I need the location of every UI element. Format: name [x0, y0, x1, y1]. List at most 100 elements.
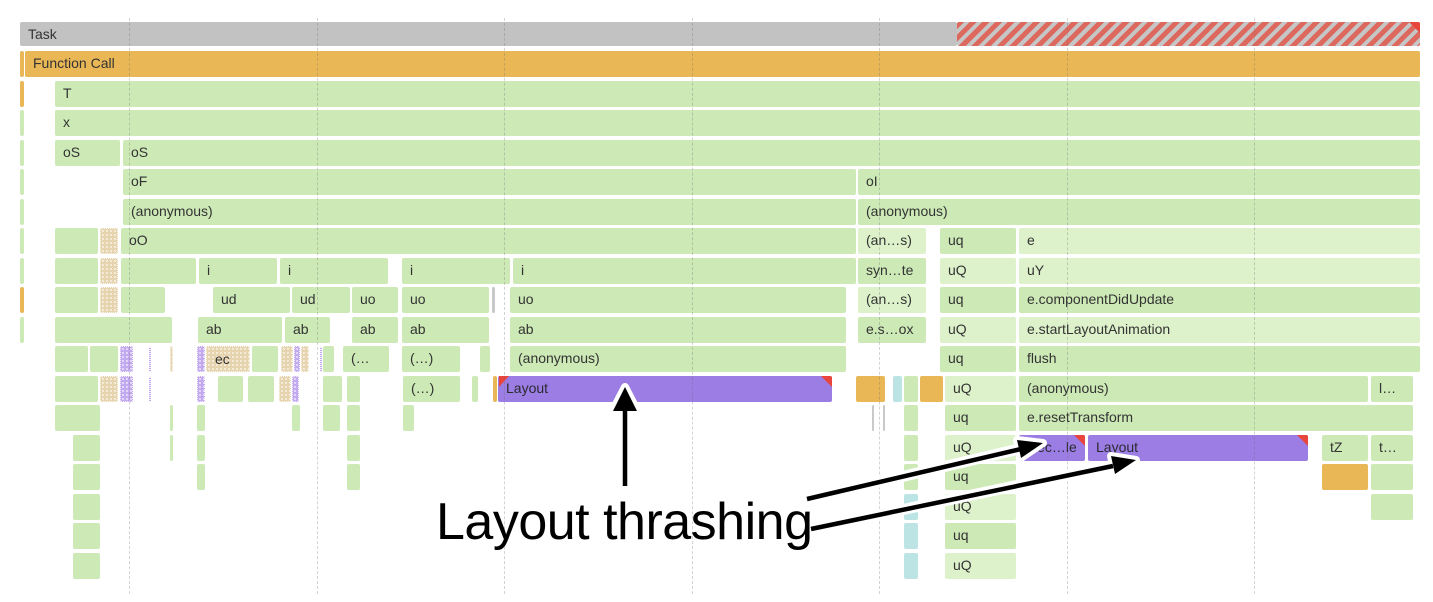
flame-bar[interactable]	[292, 376, 299, 402]
flame-bar-flush[interactable]: flush	[1019, 346, 1420, 372]
flame-bar[interactable]	[472, 376, 478, 402]
flame-bar-task[interactable]: Task	[20, 22, 957, 46]
flame-bar[interactable]	[170, 346, 173, 372]
flame-bar-oo[interactable]: oO	[121, 228, 856, 254]
flame-bar-ab[interactable]: ab	[198, 317, 282, 343]
flame-bar-function-call[interactable]: Function Call	[25, 51, 1420, 77]
flame-bar[interactable]	[100, 287, 118, 313]
flame-bar[interactable]	[55, 258, 98, 284]
flame-bar-uy[interactable]: uY	[1019, 258, 1420, 284]
flame-bar-uq[interactable]: uQ	[945, 435, 1016, 461]
flame-bar-of[interactable]: oF	[123, 169, 856, 195]
flame-bar[interactable]	[920, 376, 943, 402]
flame-bar[interactable]	[957, 22, 1420, 46]
flame-bar[interactable]	[197, 346, 205, 372]
flame-bar[interactable]	[872, 405, 874, 431]
flame-bar[interactable]	[323, 405, 340, 431]
flame-bar[interactable]	[347, 376, 360, 402]
flame-bar-i[interactable]: i	[513, 258, 856, 284]
flame-bar[interactable]	[197, 405, 205, 431]
flame-bar-syn-te[interactable]: syn…te	[858, 258, 926, 284]
flame-bar--[interactable]: (…	[343, 346, 389, 372]
flame-bar[interactable]	[197, 435, 205, 461]
flame-bar-uo[interactable]: uo	[352, 287, 398, 313]
flame-bar-uq[interactable]: uq	[945, 523, 1016, 549]
flame-bar[interactable]	[301, 346, 309, 372]
flame-bar[interactable]	[73, 435, 100, 461]
flame-bar[interactable]	[856, 376, 885, 402]
flame-bar-uq[interactable]: uQ	[940, 258, 1016, 284]
flame-bar-uq[interactable]: uQ	[945, 494, 1016, 520]
flame-bar[interactable]	[292, 405, 300, 431]
flame-bar[interactable]	[904, 376, 918, 402]
flame-bar[interactable]	[248, 376, 274, 402]
flame-bar[interactable]	[121, 287, 165, 313]
flame-bar-uq[interactable]: uQ	[945, 376, 1016, 402]
flame-bar[interactable]	[252, 346, 278, 372]
flame-bar[interactable]	[323, 346, 334, 372]
flame-bar[interactable]	[883, 405, 885, 431]
flame-bar--an-s-[interactable]: (an…s)	[858, 228, 926, 254]
flame-bar-os[interactable]: oS	[55, 140, 120, 166]
flame-bar-e-s-ox[interactable]: e.s…ox	[858, 317, 926, 343]
flame-bar[interactable]	[55, 346, 88, 372]
flame-bar-uq[interactable]: uQ	[940, 317, 1016, 343]
flame-bar[interactable]	[218, 376, 243, 402]
flame-bar-uq[interactable]: uq	[945, 464, 1016, 490]
flame-bar[interactable]	[121, 258, 196, 284]
flame-bar[interactable]	[20, 199, 24, 225]
flame-bar-e-resettransform[interactable]: e.resetTransform	[1019, 405, 1413, 431]
flame-bar[interactable]	[20, 140, 24, 166]
flame-bar-ab[interactable]: ab	[402, 317, 489, 343]
flame-bar-uq[interactable]: uq	[940, 228, 1016, 254]
flame-bar[interactable]	[904, 523, 918, 549]
flame-bar-ec[interactable]: ec	[206, 346, 250, 372]
flame-bar[interactable]	[893, 376, 902, 402]
flame-bar[interactable]	[20, 51, 24, 77]
flame-bar[interactable]	[55, 228, 98, 254]
flame-bar-layout[interactable]: Layout	[1088, 435, 1308, 461]
flame-bar[interactable]	[73, 464, 100, 490]
flame-bar[interactable]	[55, 405, 100, 431]
flame-bar[interactable]	[90, 346, 118, 372]
flame-bar-uq[interactable]: uq	[940, 287, 1016, 313]
flame-bar--anonymous-[interactable]: (anonymous)	[510, 346, 846, 372]
flame-bar--anonymous-[interactable]: (anonymous)	[858, 199, 1420, 225]
flame-bar--[interactable]: (…)	[403, 376, 460, 402]
flame-bar-i[interactable]: i	[402, 258, 510, 284]
flame-bar-ud[interactable]: ud	[213, 287, 290, 313]
flame-bar-t-[interactable]: t…	[1371, 435, 1413, 461]
flame-bar[interactable]	[55, 287, 98, 313]
flame-bar[interactable]	[73, 523, 100, 549]
flame-bar[interactable]	[73, 494, 100, 520]
flame-bar[interactable]	[170, 405, 173, 431]
flame-bar--[interactable]: (…)	[402, 346, 460, 372]
flame-bar-os[interactable]: oS	[123, 140, 1420, 166]
flame-bar[interactable]	[347, 405, 360, 431]
flame-bar[interactable]	[1371, 494, 1413, 520]
flame-bar-uo[interactable]: uo	[510, 287, 846, 313]
flame-bar[interactable]	[20, 317, 24, 343]
flame-bar[interactable]	[120, 376, 133, 402]
flame-bar--an-s-[interactable]: (an…s)	[858, 287, 926, 313]
flame-bar[interactable]	[904, 435, 918, 461]
flame-bar[interactable]	[120, 346, 133, 372]
flame-bar[interactable]	[904, 464, 918, 490]
flame-bar[interactable]	[480, 346, 490, 372]
flame-bar--anonymous-[interactable]: (anonymous)	[1019, 376, 1368, 402]
flame-bar[interactable]	[20, 258, 24, 284]
flame-bar-layout[interactable]: Layout	[498, 376, 832, 402]
flame-bar[interactable]	[320, 346, 322, 372]
flame-bar[interactable]	[281, 346, 293, 372]
flame-bar[interactable]	[1371, 464, 1413, 490]
flame-bar[interactable]	[904, 553, 918, 579]
flame-bar[interactable]	[20, 287, 24, 313]
flame-bar[interactable]	[279, 376, 291, 402]
flame-bar-x[interactable]: x	[55, 110, 1420, 136]
flame-bar[interactable]	[149, 346, 151, 372]
flame-bar[interactable]	[1322, 464, 1368, 490]
flame-bar[interactable]	[170, 435, 173, 461]
flame-bar-e-componentdidupdate[interactable]: e.componentDidUpdate	[1019, 287, 1420, 313]
flame-bar-i[interactable]: i	[280, 258, 388, 284]
flame-bar[interactable]	[73, 553, 100, 579]
